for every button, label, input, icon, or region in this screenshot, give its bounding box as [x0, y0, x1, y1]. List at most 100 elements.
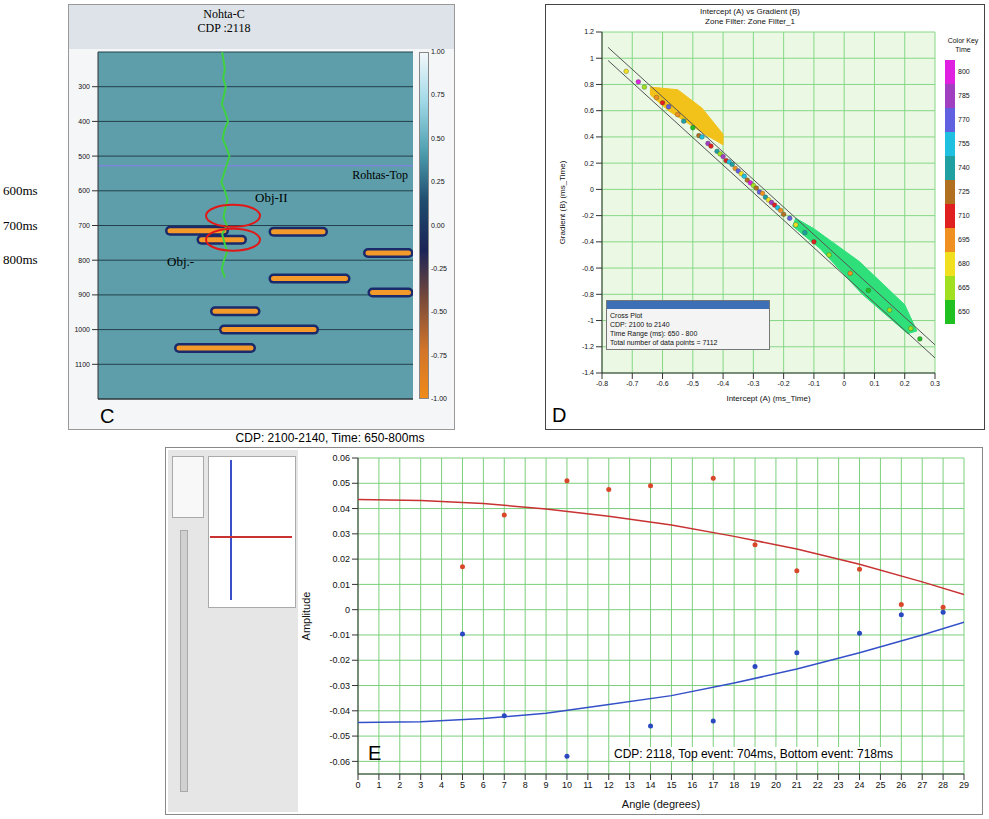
svg-text:21: 21 [792, 780, 802, 790]
svg-text:0.4: 0.4 [584, 133, 594, 140]
svg-text:8: 8 [523, 780, 528, 790]
html-text:E: E [368, 742, 382, 764]
svg-text:-0.6: -0.6 [582, 265, 594, 272]
svg-text:22: 22 [813, 780, 823, 790]
html-text:0.50: 0.50 [431, 134, 445, 142]
svg-text:1.2: 1.2 [584, 28, 594, 35]
svg-text:0: 0 [345, 605, 350, 615]
svg-text:-0.8: -0.8 [596, 380, 608, 387]
svg-text:-0.05: -0.05 [329, 731, 350, 741]
svg-text:0: 0 [590, 186, 594, 193]
svg-text:24: 24 [855, 780, 865, 790]
svg-text:7: 7 [502, 780, 507, 790]
svg-text:300: 300 [78, 83, 90, 90]
svg-text:-1.4: -1.4 [582, 369, 594, 376]
svg-text:28: 28 [938, 780, 948, 790]
svg-text:Gradient (B) (ms_Time): Gradient (B) (ms_Time) [558, 160, 567, 244]
html-text:800ms: 800ms [3, 252, 38, 268]
svg-text:-0.5: -0.5 [687, 380, 699, 387]
svg-text:0.8: 0.8 [584, 81, 594, 88]
html-text:C: C [100, 405, 115, 427]
html-text:Intercept (A) vs Gradient (B): Intercept (A) vs Gradient (B) [700, 7, 800, 16]
svg-text:2: 2 [397, 780, 402, 790]
svg-text:0.6: 0.6 [584, 107, 594, 114]
svg-text:0.05: 0.05 [332, 478, 350, 488]
svg-text:1: 1 [376, 780, 381, 790]
svg-text:17: 17 [708, 780, 718, 790]
svg-text:0.01: 0.01 [332, 580, 350, 590]
svg-text:10: 10 [562, 780, 572, 790]
svg-text:-1.2: -1.2 [582, 343, 594, 350]
html-text:D: D [552, 404, 567, 426]
svg-text:700: 700 [78, 222, 90, 229]
svg-text:-0.4: -0.4 [582, 238, 594, 245]
svg-text:1000: 1000 [74, 326, 90, 333]
svg-text:0.2: 0.2 [584, 160, 594, 167]
svg-text:-0.7: -0.7 [626, 380, 638, 387]
svg-text:-0.4: -0.4 [717, 380, 729, 387]
svg-text:-0.6: -0.6 [657, 380, 669, 387]
svg-text:600: 600 [78, 187, 90, 194]
svg-text:-1: -1 [588, 317, 594, 324]
svg-text:1: 1 [590, 55, 594, 62]
html-text:CDP: 2118, Top event: 704ms, B: CDP: 2118, Top event: 704ms, Bottom even… [614, 747, 893, 761]
html-text:600ms: 600ms [3, 182, 38, 198]
svg-text:Obj.-: Obj.- [167, 254, 194, 269]
svg-text:16: 16 [687, 780, 697, 790]
svg-text:9: 9 [544, 780, 549, 790]
svg-text:-0.04: -0.04 [329, 706, 350, 716]
html-text:0.75: 0.75 [431, 91, 445, 99]
svg-text:0.2: 0.2 [900, 380, 910, 387]
svg-text:0.06: 0.06 [332, 453, 350, 463]
html-text:Color Key Time: Color Key Time [947, 37, 979, 53]
svg-text:5: 5 [460, 780, 465, 790]
svg-text:20: 20 [771, 780, 781, 790]
svg-text:0.3: 0.3 [930, 380, 940, 387]
svg-text:14: 14 [646, 780, 656, 790]
svg-text:1100: 1100 [75, 361, 90, 368]
svg-text:-0.03: -0.03 [329, 681, 350, 691]
svg-text:400: 400 [78, 118, 90, 125]
svg-text:500: 500 [78, 153, 90, 160]
svg-text:12: 12 [604, 780, 614, 790]
svg-text:13: 13 [625, 780, 635, 790]
html-text:700ms: 700ms [3, 217, 38, 233]
svg-text:25: 25 [875, 780, 885, 790]
svg-text:-0.2: -0.2 [582, 212, 594, 219]
svg-text:-0.2: -0.2 [778, 380, 790, 387]
svg-text:11: 11 [583, 780, 592, 790]
svg-text:Obj-II: Obj-II [255, 190, 288, 205]
svg-text:Rohtas-Top: Rohtas-Top [352, 168, 408, 182]
svg-text:0: 0 [355, 780, 360, 790]
svg-text:0.03: 0.03 [332, 529, 350, 539]
svg-text:29: 29 [959, 780, 969, 790]
svg-text:0: 0 [842, 380, 846, 387]
html-text:CDP :2118: CDP :2118 [197, 21, 251, 35]
svg-text:-0.8: -0.8 [582, 291, 594, 298]
svg-text:18: 18 [729, 780, 739, 790]
svg-text:4: 4 [439, 780, 444, 790]
svg-text:27: 27 [917, 780, 927, 790]
svg-text:800: 800 [78, 257, 90, 264]
svg-text:-0.01: -0.01 [329, 630, 350, 640]
svg-text:3: 3 [418, 780, 423, 790]
svg-text:900: 900 [78, 291, 90, 298]
svg-text:-0.1: -0.1 [808, 380, 820, 387]
html-text:Nohta-C: Nohta-C [203, 7, 245, 21]
svg-text:15: 15 [666, 780, 676, 790]
svg-text:-0.06: -0.06 [329, 757, 350, 767]
svg-text:Intercept (A) (ms_Time): Intercept (A) (ms_Time) [726, 394, 810, 403]
svg-text:-0.02: -0.02 [329, 655, 350, 665]
svg-text:19: 19 [750, 780, 760, 790]
svg-text:23: 23 [834, 780, 844, 790]
svg-text:0.04: 0.04 [332, 504, 350, 514]
svg-text:0.1: 0.1 [870, 380, 880, 387]
svg-text:Amplitude: Amplitude [300, 592, 312, 641]
html-text:Zone Filter: Zone Filter_1: Zone Filter: Zone Filter_1 [705, 17, 795, 26]
svg-text:0.02: 0.02 [332, 554, 350, 564]
svg-text:Angle (degrees): Angle (degrees) [622, 798, 700, 810]
svg-text:-0.3: -0.3 [747, 380, 759, 387]
html-text:CDP: 2100-2140, Time: 650-800m: CDP: 2100-2140, Time: 650-800ms [235, 431, 425, 445]
svg-text:6: 6 [481, 780, 486, 790]
svg-text:26: 26 [896, 780, 906, 790]
